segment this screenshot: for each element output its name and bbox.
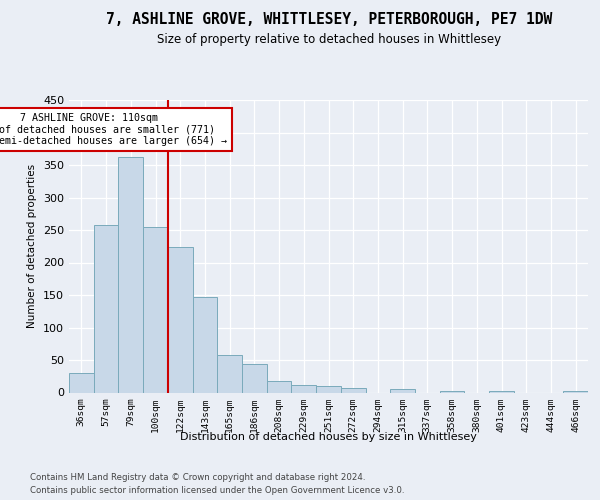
Bar bbox=[143, 227, 168, 392]
Text: Size of property relative to detached houses in Whittlesey: Size of property relative to detached ho… bbox=[157, 32, 501, 46]
Bar bbox=[341, 388, 365, 392]
Text: Contains public sector information licensed under the Open Government Licence v3: Contains public sector information licen… bbox=[30, 486, 404, 495]
Bar bbox=[168, 247, 193, 392]
Bar bbox=[292, 386, 316, 392]
Bar bbox=[267, 382, 292, 392]
Bar bbox=[217, 356, 242, 393]
Bar bbox=[94, 225, 118, 392]
Bar bbox=[390, 388, 415, 392]
Bar bbox=[118, 156, 143, 392]
Text: 7, ASHLINE GROVE, WHITTLESEY, PETERBOROUGH, PE7 1DW: 7, ASHLINE GROVE, WHITTLESEY, PETERBOROU… bbox=[106, 12, 552, 28]
Bar bbox=[563, 390, 588, 392]
Bar bbox=[489, 390, 514, 392]
Text: 7 ASHLINE GROVE: 110sqm
← 54% of detached houses are smaller (771)
46% of semi-d: 7 ASHLINE GROVE: 110sqm ← 54% of detache… bbox=[0, 113, 227, 146]
Bar bbox=[316, 386, 341, 392]
Bar bbox=[242, 364, 267, 392]
Bar bbox=[440, 390, 464, 392]
Text: Distribution of detached houses by size in Whittlesey: Distribution of detached houses by size … bbox=[181, 432, 477, 442]
Y-axis label: Number of detached properties: Number of detached properties bbox=[28, 164, 37, 328]
Text: Contains HM Land Registry data © Crown copyright and database right 2024.: Contains HM Land Registry data © Crown c… bbox=[30, 472, 365, 482]
Bar bbox=[69, 373, 94, 392]
Bar bbox=[193, 297, 217, 392]
